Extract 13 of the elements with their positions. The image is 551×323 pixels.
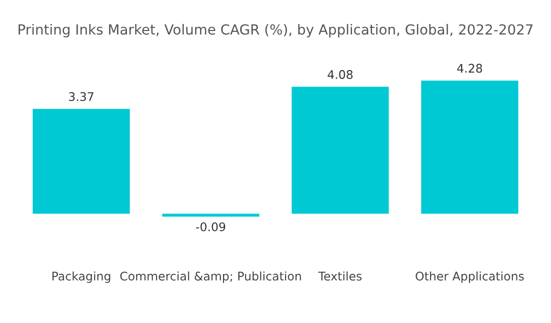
data-label: 4.08	[328, 70, 353, 79]
chart-title: Printing Inks Market, Volume CAGR (%), by Application, Global, 2022-2027	[18, 24, 533, 38]
x-tick-label: Textiles	[318, 271, 362, 281]
x-tick-label: Packaging	[52, 271, 110, 283]
data-label: 4.28	[457, 64, 482, 73]
bar	[292, 86, 389, 214]
bar	[32, 108, 130, 214]
bar	[421, 80, 518, 214]
data-label: -0.09	[196, 222, 226, 232]
x-tick-label: Other Applications	[416, 271, 524, 283]
bar	[162, 214, 260, 217]
x-tick-label: Commercial &amp; Publication	[120, 271, 301, 283]
data-label: 3.37	[69, 92, 94, 102]
